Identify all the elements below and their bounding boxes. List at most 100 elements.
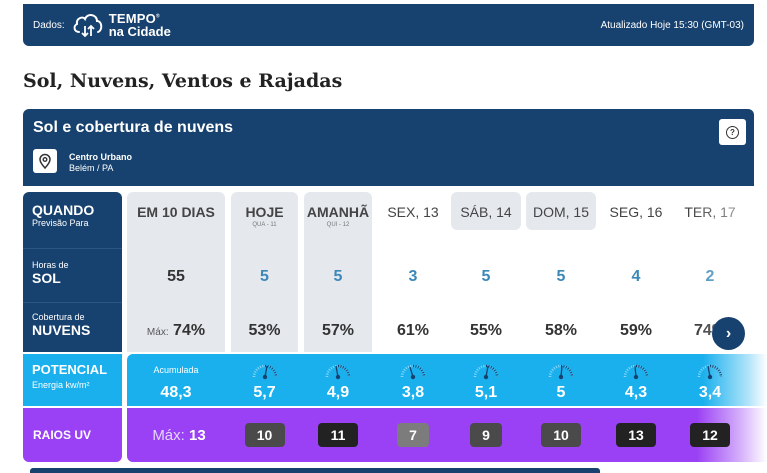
day-label: TER, 17 — [684, 204, 736, 220]
chevron-right-icon: › — [725, 324, 732, 342]
day-label: SEG, 16 — [609, 204, 663, 220]
row-label-clouds: Cobertura de NUVENS — [32, 312, 90, 338]
energy-value: 3,4 — [698, 384, 722, 401]
sun-label: SOL — [32, 270, 61, 286]
brand-mark: ® — [155, 13, 160, 20]
uv-cell: 11 — [304, 408, 372, 462]
location-info: Centro Urbano Belém / PA — [69, 152, 132, 174]
day-column[interactable]: SEX, 13 3 61% — [378, 192, 448, 352]
gauge-icon — [623, 364, 649, 380]
location-pin-icon[interactable] — [33, 149, 57, 173]
location-name: Centro Urbano — [69, 152, 132, 162]
summary-cloud-max: Máx: 74% — [127, 322, 225, 340]
cloud-cover: 61% — [396, 322, 430, 339]
uv-max-prefix: Máx: — [152, 426, 185, 444]
day-sublabel: QUI - 12 — [326, 222, 350, 228]
cloud-cover: 59% — [619, 322, 653, 339]
gauge-icon — [325, 364, 351, 380]
energy-row: Acumulada 48,3 5,7 4,9 3,8 5,1 5 4,3 — [127, 354, 767, 406]
energy-value: 5,1 — [474, 384, 498, 401]
potential-sublabel: Energia kw/m² — [32, 380, 90, 390]
day-tab-bg — [526, 192, 596, 230]
cloud-cover: 57% — [321, 322, 355, 339]
summary-sun-hours: 55 — [167, 268, 185, 285]
energy-cell: 4,9 — [304, 354, 372, 406]
source-label: Dados: — [33, 19, 65, 31]
uv-badge: 12 — [690, 423, 730, 447]
sun-hours: 5 — [260, 268, 269, 285]
scroll-next-button[interactable]: › — [712, 317, 745, 350]
uv-cell: 10 — [526, 408, 596, 462]
energy-cell: 4,3 — [601, 354, 671, 406]
potential-label: POTENCIAL — [32, 362, 108, 377]
when-sublabel: Previsão Para — [32, 218, 89, 228]
sun-hours: 5 — [481, 268, 491, 285]
row-label-sun: Horas de SOL — [32, 260, 69, 286]
uv-badge: 9 — [470, 423, 502, 447]
energy-cell: 5,7 — [231, 354, 298, 406]
brand-line1: TEMPO — [108, 11, 156, 26]
energy-value: 4,9 — [326, 384, 350, 401]
energy-cell: 3,8 — [378, 354, 448, 406]
divider — [23, 248, 122, 249]
energy-cell: 3,4 — [675, 354, 745, 406]
energy-value: 3,8 — [401, 384, 425, 401]
row-label-uv: RAIOS UV — [23, 408, 122, 462]
divider — [23, 302, 122, 303]
next-card-edge — [30, 468, 600, 473]
cloud-cover: 55% — [469, 322, 503, 339]
day-label: SEX, 13 — [387, 204, 439, 220]
energy-value: 5,7 — [253, 384, 276, 401]
energy-accumulated: Acumulada 48,3 — [127, 354, 225, 406]
gauge-icon — [697, 364, 723, 380]
clouds-sublabel: Cobertura de — [32, 312, 85, 322]
energy-value: 5 — [556, 384, 566, 401]
cloud-max-prefix: Máx: — [146, 327, 169, 338]
energy-cell: 5 — [526, 354, 596, 406]
accumulated-label: Acumulada — [153, 365, 199, 375]
sun-hours: 3 — [408, 268, 418, 285]
sun-hours: 5 — [333, 268, 343, 285]
cloud-max-value: 74% — [173, 322, 206, 339]
data-source-bar: Dados: TEMPO® na Cidade Atualizado Hoje … — [23, 4, 754, 46]
cloud-cover: 58% — [544, 322, 578, 339]
row-label-potential: POTENCIAL Energia kw/m² — [23, 354, 122, 406]
uv-badge: 13 — [616, 423, 656, 447]
uv-badge: 7 — [397, 423, 429, 447]
summary-column: EM 10 DIAS 55 Máx: 74% — [127, 192, 225, 352]
uv-cell: 10 — [231, 408, 298, 462]
uv-cell: 7 — [378, 408, 448, 462]
uv-cell: 9 — [451, 408, 521, 462]
uv-cell: 13 — [601, 408, 671, 462]
day-label: DOM, 15 — [532, 204, 589, 220]
uv-badge: 10 — [244, 423, 285, 447]
location-city: Belém / PA — [69, 163, 114, 173]
gauge-icon — [473, 364, 499, 380]
gauge-icon — [252, 364, 277, 380]
uv-cell: 12 — [675, 408, 745, 462]
forecast-grid: QUANDO Previsão Para Horas de SOL Cobert… — [23, 186, 767, 473]
day-column[interactable]: SEG, 16 4 59% — [601, 192, 671, 352]
gauge-icon — [400, 364, 426, 380]
uv-badge: 11 — [318, 423, 358, 447]
gauge-icon — [548, 364, 574, 380]
day-label: AMANHÃ — [306, 204, 370, 220]
row-labels: QUANDO Previsão Para Horas de SOL Cobert… — [23, 192, 122, 352]
uv-row: Máx: 13 10 11 7 9 10 13 12 — [127, 408, 767, 462]
day-column[interactable]: SÁB, 14 5 55% — [451, 192, 521, 352]
day-column[interactable]: DOM, 15 5 58% — [526, 192, 596, 352]
day-sublabel: QUA - 11 — [252, 222, 277, 228]
uv-label: RAIOS UV — [33, 428, 92, 442]
summary-header: EM 10 DIAS — [137, 204, 215, 220]
energy-value: 4,3 — [624, 384, 648, 401]
help-button[interactable]: ? — [719, 119, 746, 145]
tempo-na-cidade-logo[interactable]: TEMPO® na Cidade — [71, 10, 171, 40]
uv-badge: 10 — [541, 423, 581, 447]
uv-max-value: 13 — [189, 426, 206, 444]
day-label: HOJE — [245, 204, 284, 220]
question-icon: ? — [726, 125, 739, 139]
accumulated-value: 48,3 — [160, 384, 192, 401]
card-title: Sol e cobertura de nuvens — [33, 119, 234, 136]
day-column-tomorrow[interactable]: AMANHÃ QUI - 12 5 57% — [304, 192, 372, 352]
day-column-today[interactable]: HOJE QUA - 11 5 53% — [231, 192, 298, 352]
